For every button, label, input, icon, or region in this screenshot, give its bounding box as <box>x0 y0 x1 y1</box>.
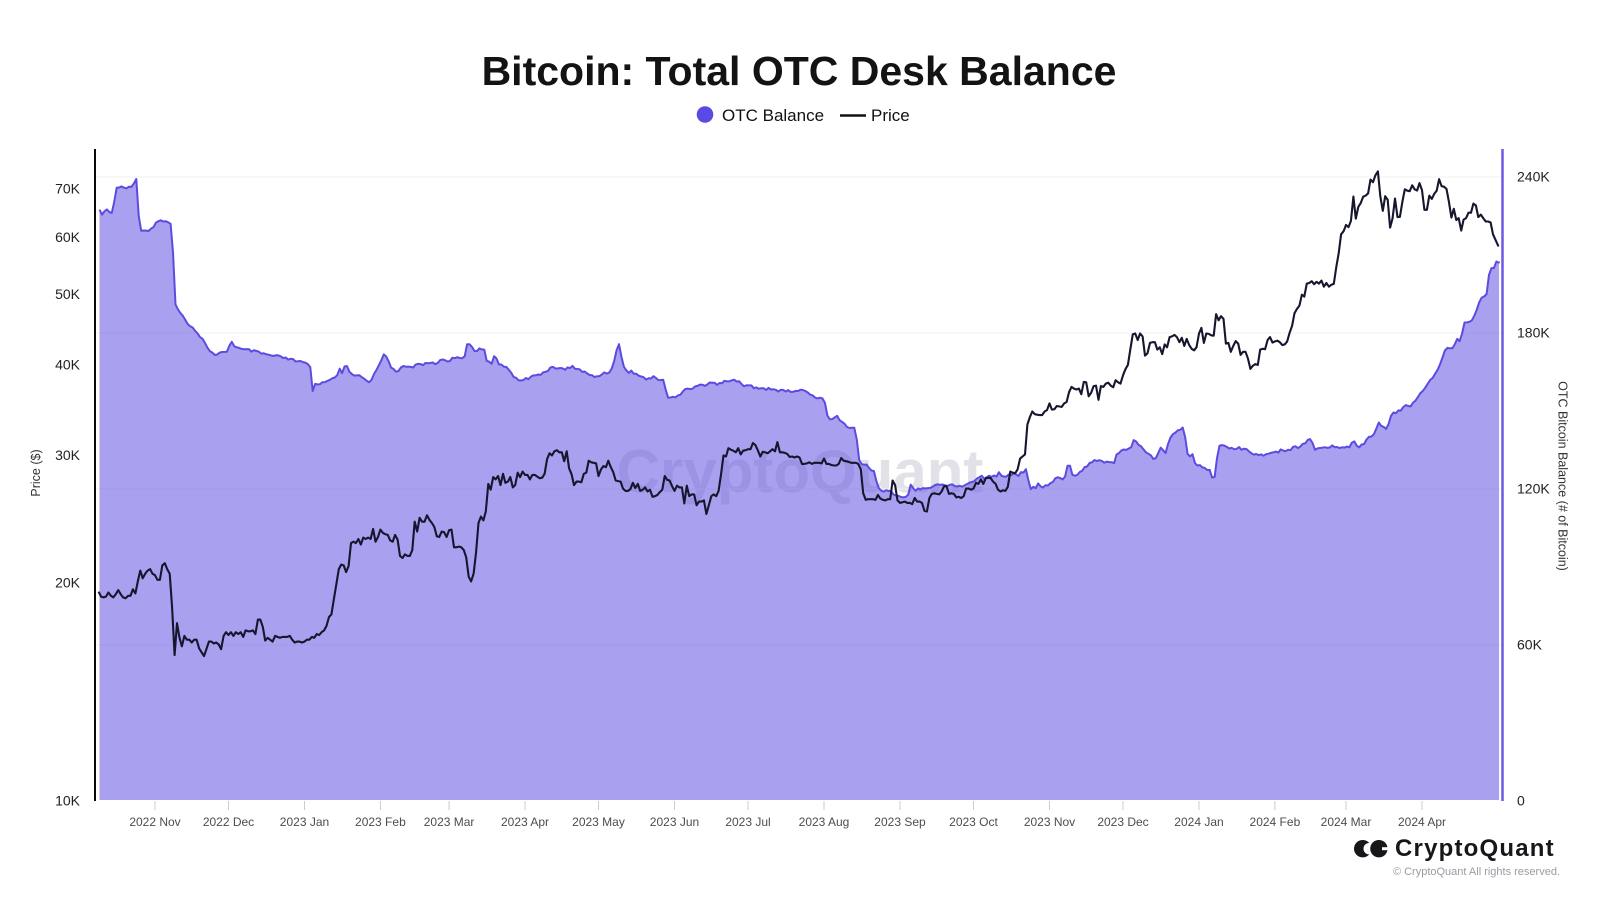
svg-text:2023 Sep: 2023 Sep <box>874 815 926 829</box>
svg-text:2023 Jun: 2023 Jun <box>650 815 699 829</box>
svg-text:2023 Jul: 2023 Jul <box>725 815 770 829</box>
svg-text:2023 Mar: 2023 Mar <box>424 815 475 829</box>
svg-text:10K: 10K <box>55 793 81 809</box>
svg-text:© CryptoQuant All rights reser: © CryptoQuant All rights reserved. <box>1393 866 1560 878</box>
svg-text:Price: Price <box>871 106 910 125</box>
svg-text:30K: 30K <box>55 447 81 463</box>
svg-text:240K: 240K <box>1517 169 1550 185</box>
svg-text:2024 Apr: 2024 Apr <box>1398 815 1446 829</box>
svg-text:2023 May: 2023 May <box>572 815 625 829</box>
svg-text:70K: 70K <box>55 180 81 196</box>
svg-text:2023 Nov: 2023 Nov <box>1024 815 1075 829</box>
svg-text:2022 Dec: 2022 Dec <box>203 815 254 829</box>
svg-text:0: 0 <box>1517 793 1525 809</box>
svg-text:180K: 180K <box>1517 325 1550 341</box>
svg-text:2022 Nov: 2022 Nov <box>129 815 180 829</box>
svg-text:CryptoQuant: CryptoQuant <box>1395 835 1555 862</box>
svg-text:60K: 60K <box>1517 637 1543 653</box>
svg-text:OTC Balance: OTC Balance <box>722 106 824 125</box>
svg-text:2023 Jan: 2023 Jan <box>280 815 329 829</box>
svg-text:Price ($): Price ($) <box>29 449 43 496</box>
svg-text:2023 Aug: 2023 Aug <box>799 815 850 829</box>
svg-text:2023 Apr: 2023 Apr <box>501 815 549 829</box>
svg-text:2024 Mar: 2024 Mar <box>1321 815 1372 829</box>
svg-text:50K: 50K <box>55 286 81 302</box>
svg-text:OTC Bitcoin Balance (# of Bitc: OTC Bitcoin Balance (# of Bitcoin) <box>1556 381 1570 571</box>
svg-text:40K: 40K <box>55 356 81 372</box>
svg-text:2024 Feb: 2024 Feb <box>1250 815 1301 829</box>
svg-text:Bitcoin: Total OTC Desk Balanc: Bitcoin: Total OTC Desk Balance <box>482 48 1117 94</box>
svg-text:20K: 20K <box>55 575 81 591</box>
svg-text:2024 Jan: 2024 Jan <box>1174 815 1223 829</box>
svg-text:60K: 60K <box>55 229 81 245</box>
svg-text:2023 Dec: 2023 Dec <box>1097 815 1148 829</box>
svg-text:120K: 120K <box>1517 481 1550 497</box>
svg-text:2023 Oct: 2023 Oct <box>949 815 998 829</box>
svg-text:2023 Feb: 2023 Feb <box>355 815 406 829</box>
